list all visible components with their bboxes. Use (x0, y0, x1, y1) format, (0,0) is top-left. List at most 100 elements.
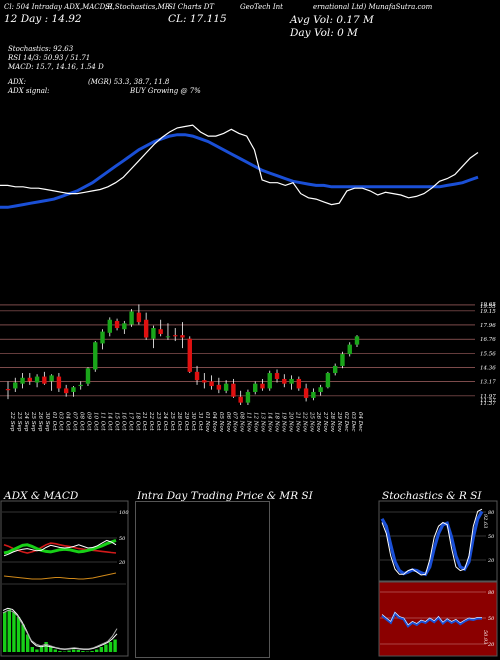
adx-white-line (3, 539, 117, 557)
candle-body (107, 319, 112, 333)
candle-body (194, 371, 200, 381)
x-tick-label: 08 Nov (239, 412, 245, 433)
y-tick-label: 19.65 (480, 302, 496, 308)
macd-bar (7, 609, 11, 652)
x-tick-label: 25 Nov (308, 411, 314, 433)
candle-body (187, 338, 192, 372)
x-tick-label: 26 Sep (37, 411, 43, 432)
candle-body (63, 388, 69, 394)
rsi-readout: RSI 14/3: 50.93 / 51.71 (8, 54, 91, 62)
x-tick-label: 25 Oct (169, 411, 175, 431)
candle-body (238, 396, 243, 403)
price-line (0, 124, 479, 206)
macd-bar (72, 649, 76, 652)
x-tick-label: 05 Nov (218, 412, 224, 433)
candle-body (311, 391, 316, 398)
rsi-thin-line (381, 611, 482, 626)
x-tick-label: 22 Nov (301, 411, 307, 433)
y-tick-label: 14.36 (480, 366, 496, 372)
candle-body (143, 319, 149, 338)
x-tick-label: 23 Sep (16, 411, 22, 432)
rsi-line (381, 611, 482, 628)
macd-bar (99, 647, 103, 652)
panel-tick-label: 50 (119, 536, 126, 542)
x-tick-label: 14 Oct (106, 412, 112, 431)
candle-body (231, 383, 236, 397)
adx-label: ADX: (8, 78, 27, 86)
y-tick-label: 11.97 (480, 394, 496, 400)
macd-bar (49, 647, 53, 652)
moving-average-line (0, 133, 479, 209)
y-tick-label: 13.17 (480, 380, 496, 386)
x-tick-label: 01 Oct (51, 412, 57, 431)
candle-body (180, 335, 185, 338)
x-tick-label: 21 Nov (294, 411, 300, 433)
x-tick-label: 09 Oct (86, 412, 92, 431)
x-tick-label: 21 Oct (141, 411, 147, 431)
header-line1-mid: SI,Stochastics,MR (105, 3, 171, 11)
candle-body (114, 320, 120, 329)
x-tick-label: 29 Nov (336, 411, 342, 433)
macd-bar (3, 612, 7, 652)
macd-bar (81, 651, 85, 652)
intraday-title: Intra Day Trading Price & MR SI (137, 490, 313, 502)
x-tick-label: 17 Oct (127, 412, 133, 431)
adx-red-line (3, 542, 117, 554)
y-tick-label: 11.37 (480, 401, 496, 407)
y-tick-label: 19.15 (480, 309, 496, 315)
avg-volume: Avg Vol: 0.17 M (290, 14, 374, 26)
x-tick-label: 22 Sep (9, 411, 15, 432)
candle-body (245, 391, 251, 403)
x-tick-label: 31 Oct (197, 412, 203, 431)
y-tick-label: 19.55 (480, 304, 496, 310)
macd-bar (95, 649, 99, 652)
candle-body (303, 388, 309, 398)
x-tick-label: 15 Oct (113, 412, 119, 431)
macd-line (2, 609, 118, 650)
candle-body (318, 387, 323, 392)
macd-orange-line (3, 572, 117, 580)
stochastics-readout: Stochastics: 92.63 (8, 45, 74, 53)
x-tick-label: 08 Oct (79, 412, 85, 431)
candle-body (122, 323, 127, 330)
x-tick-label: 30 Sep (44, 412, 50, 432)
macd-bar (76, 650, 80, 652)
x-tick-label: 10 Oct (93, 412, 99, 431)
candle-body (20, 377, 25, 384)
candle-body (325, 373, 331, 388)
panel-tick-label: 20 (118, 560, 126, 566)
candle-body (27, 377, 33, 382)
candle-body (165, 336, 171, 338)
x-tick-label: 13 Nov (260, 412, 266, 433)
candle-body (223, 383, 229, 391)
candle-body (296, 378, 302, 389)
rsi-tick-label: 80 (488, 590, 495, 596)
candle-body (13, 382, 18, 389)
adx-signal-value: BUY Growing @ 7% (130, 87, 201, 95)
candle-body (253, 383, 258, 392)
x-tick-label: 07 Oct (72, 412, 78, 431)
macd-bar (62, 651, 67, 652)
day-volume: Day Vol: 0 M (290, 27, 358, 39)
x-tick-label: 24 Sep (23, 411, 29, 432)
x-tick-label: 29 Oct (183, 411, 189, 431)
x-tick-label: 28 Oct (176, 411, 182, 431)
candle-body (173, 335, 178, 337)
macd-bar (26, 634, 30, 652)
macd-bar (85, 651, 90, 652)
candle-body (260, 383, 265, 389)
header-line1-right3: ernational Ltd) MunafaSutra.com (313, 3, 433, 11)
candle-body (93, 342, 98, 370)
candle-body (136, 312, 142, 323)
y-tick-label: 11.57 (480, 398, 496, 404)
y-tick-label: 17.96 (480, 323, 496, 329)
header-line1-right2: GeoTech Int (240, 3, 283, 11)
candle-body (42, 376, 47, 384)
macd-bar (53, 649, 57, 652)
stoch-tick-label: 20 (487, 558, 495, 564)
macd-bar (21, 624, 25, 652)
macd-bar (104, 644, 108, 652)
macd-bar (44, 642, 48, 652)
panel-frame (0, 500, 129, 657)
x-tick-label: 16 Oct (120, 412, 126, 431)
